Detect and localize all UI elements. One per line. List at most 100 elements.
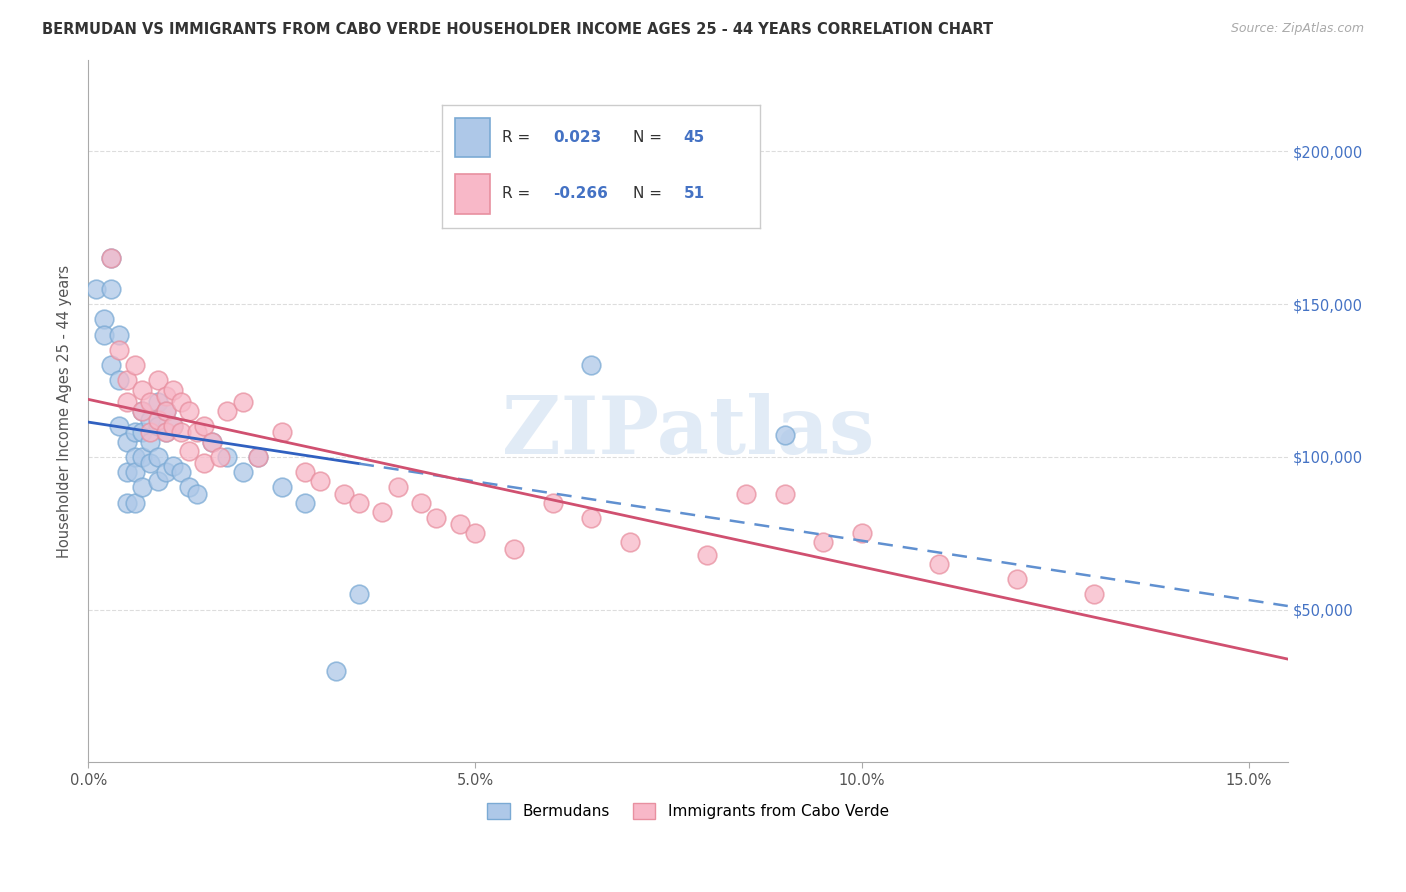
Point	[93, 312, 115, 326]
Point	[186, 425, 208, 440]
Point	[186, 486, 208, 500]
Point	[108, 343, 131, 357]
Point	[208, 450, 231, 464]
Point	[115, 395, 138, 409]
Point	[232, 395, 254, 409]
Point	[139, 413, 162, 427]
Point	[201, 434, 224, 449]
Point	[162, 383, 184, 397]
Point	[247, 450, 270, 464]
Point	[579, 358, 602, 372]
Point	[146, 374, 169, 388]
Point	[115, 374, 138, 388]
Point	[108, 419, 131, 434]
Point	[124, 465, 146, 479]
Point	[155, 404, 177, 418]
Point	[146, 419, 169, 434]
Point	[100, 358, 122, 372]
Point	[309, 475, 332, 489]
Point	[813, 535, 835, 549]
Point	[464, 526, 486, 541]
Point	[325, 664, 347, 678]
Y-axis label: Householder Income Ages 25 - 44 years: Householder Income Ages 25 - 44 years	[58, 264, 72, 558]
Point	[347, 587, 370, 601]
Point	[146, 395, 169, 409]
Text: BERMUDAN VS IMMIGRANTS FROM CABO VERDE HOUSEHOLDER INCOME AGES 25 - 44 YEARS COR: BERMUDAN VS IMMIGRANTS FROM CABO VERDE H…	[42, 22, 993, 37]
Point	[201, 434, 224, 449]
Point	[177, 480, 200, 494]
Point	[270, 425, 292, 440]
Point	[115, 434, 138, 449]
Point	[332, 486, 354, 500]
Point	[409, 496, 432, 510]
Point	[773, 428, 796, 442]
Point	[735, 486, 758, 500]
Point	[1005, 572, 1028, 586]
Point	[131, 450, 153, 464]
Point	[155, 425, 177, 440]
Point	[294, 496, 316, 510]
Point	[619, 535, 641, 549]
Point	[177, 404, 200, 418]
Point	[100, 251, 122, 265]
Point	[155, 404, 177, 418]
Point	[124, 358, 146, 372]
Point	[1083, 587, 1105, 601]
Point	[93, 327, 115, 342]
Point	[162, 419, 184, 434]
Text: ZIPatlas: ZIPatlas	[502, 393, 875, 471]
Point	[270, 480, 292, 494]
Point	[124, 425, 146, 440]
Point	[155, 465, 177, 479]
Point	[502, 541, 524, 556]
Point	[146, 475, 169, 489]
Point	[247, 450, 270, 464]
Point	[387, 480, 409, 494]
Point	[131, 404, 153, 418]
Legend: Bermudans, Immigrants from Cabo Verde: Bermudans, Immigrants from Cabo Verde	[481, 797, 894, 825]
Point	[541, 496, 564, 510]
Text: Source: ZipAtlas.com: Source: ZipAtlas.com	[1230, 22, 1364, 36]
Point	[217, 404, 239, 418]
Point	[294, 465, 316, 479]
Point	[146, 413, 169, 427]
Point	[371, 505, 394, 519]
Point	[851, 526, 873, 541]
Point	[193, 456, 215, 470]
Point	[425, 511, 447, 525]
Point	[100, 251, 122, 265]
Point	[108, 327, 131, 342]
Point	[131, 404, 153, 418]
Point	[131, 480, 153, 494]
Point	[170, 465, 193, 479]
Point	[347, 496, 370, 510]
Point	[124, 450, 146, 464]
Point	[193, 419, 215, 434]
Point	[139, 434, 162, 449]
Point	[139, 425, 162, 440]
Point	[139, 395, 162, 409]
Point	[115, 465, 138, 479]
Point	[108, 374, 131, 388]
Point	[155, 389, 177, 403]
Point	[115, 496, 138, 510]
Point	[773, 486, 796, 500]
Point	[131, 425, 153, 440]
Point	[84, 282, 107, 296]
Point	[170, 425, 193, 440]
Point	[928, 557, 950, 571]
Point	[170, 395, 193, 409]
Point	[124, 496, 146, 510]
Point	[146, 450, 169, 464]
Point	[696, 548, 718, 562]
Point	[162, 419, 184, 434]
Point	[162, 458, 184, 473]
Point	[579, 511, 602, 525]
Point	[449, 517, 471, 532]
Point	[232, 465, 254, 479]
Point	[217, 450, 239, 464]
Point	[139, 456, 162, 470]
Point	[100, 282, 122, 296]
Point	[131, 383, 153, 397]
Point	[177, 443, 200, 458]
